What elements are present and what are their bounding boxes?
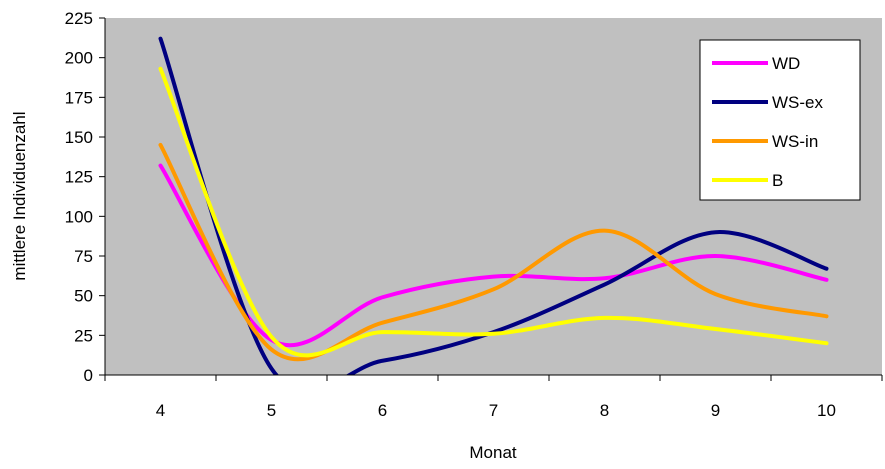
x-tick-label: 8 (600, 401, 609, 420)
x-tick-label: 6 (378, 401, 387, 420)
x-tick-label: 9 (711, 401, 720, 420)
y-tick-label: 200 (65, 49, 93, 68)
y-tick-label: 150 (65, 128, 93, 147)
legend-label-ws-in: WS-in (772, 132, 818, 151)
series-layer (158, 36, 829, 375)
y-tick-label: 175 (65, 88, 93, 107)
legend-label-b: B (772, 171, 783, 190)
x-tick-labels: 4 5 6 7 8 9 10 (104, 375, 883, 420)
y-tick-label: 100 (65, 207, 93, 226)
y-tick-label: 75 (74, 247, 93, 266)
y-axis-title: mittlere Individuenzahl (10, 111, 29, 280)
x-axis-title: Monat (469, 443, 517, 462)
y-tick-label: 125 (65, 168, 93, 187)
series-line-b (158, 66, 829, 358)
y-tick-label: 225 (65, 9, 93, 28)
legend: WD WS-ex WS-in B (699, 39, 861, 201)
y-tick-label: 0 (84, 366, 93, 385)
x-tick-label: 5 (267, 401, 276, 420)
x-tick-label: 7 (489, 401, 498, 420)
x-tick-label: 4 (156, 401, 165, 420)
legend-box (699, 39, 861, 201)
y-tick-label: 25 (74, 326, 93, 345)
legend-label-wd: WD (772, 54, 800, 73)
axes (104, 18, 882, 376)
series-line-wd (158, 163, 829, 348)
y-tick-labels: 0 25 50 75 100 125 150 175 200 225 (65, 9, 105, 385)
x-tick-label: 10 (817, 401, 836, 420)
series-line-ws-in (158, 142, 829, 362)
legend-label-ws-ex: WS-ex (772, 93, 824, 112)
series-line-ws-ex (158, 36, 829, 375)
y-tick-label: 50 (74, 287, 93, 306)
